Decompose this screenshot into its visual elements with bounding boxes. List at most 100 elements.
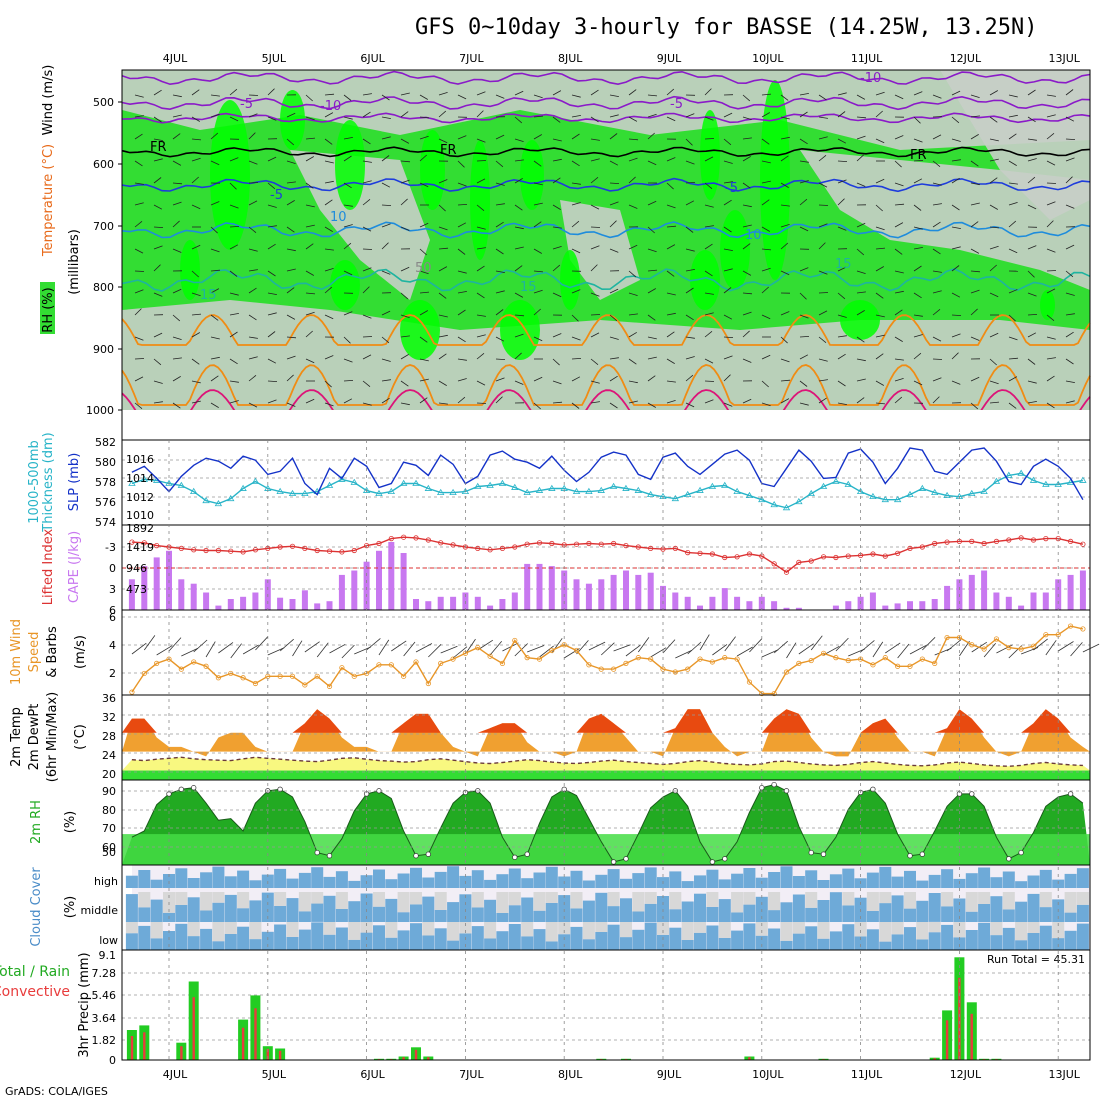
ytick-label: 3: [109, 583, 116, 596]
cloud-cell: [200, 910, 213, 922]
wind-barb: [875, 247, 886, 250]
wind-barb: [780, 116, 790, 120]
data-point: [524, 541, 530, 547]
rh2m-point: [722, 856, 728, 862]
data-point: [351, 547, 357, 554]
data-point: [758, 495, 766, 503]
wind-barb: [210, 94, 220, 97]
contour-label: -5: [270, 188, 283, 203]
wind-barb: [153, 89, 162, 96]
wind-barb: [723, 248, 733, 251]
contour-label: -5: [725, 181, 738, 196]
wind-barb: [875, 334, 885, 338]
cloud-cell-gray: [249, 922, 262, 940]
precip-conv-bar: [933, 1058, 936, 1060]
wind-barb-10m: [403, 641, 416, 657]
wind-barb-10m: [440, 645, 458, 654]
contour-minus5-a: [121, 95, 1091, 111]
wind-barb: [1046, 402, 1055, 409]
wind-barb: [894, 290, 904, 294]
cape-bar: [944, 585, 951, 610]
precip-conv-bar: [192, 997, 195, 1060]
wind10-panel: 642: [109, 609, 1100, 697]
axis-label: 1000-500mb: [27, 440, 42, 524]
precip-conv-bar: [427, 1057, 430, 1060]
cloud-cell: [1039, 869, 1052, 888]
cloud-cell: [1039, 925, 1052, 950]
wind-barb: [761, 93, 772, 96]
data-point: [820, 650, 827, 656]
data-point: [993, 538, 1000, 545]
wind-barb: [837, 179, 847, 184]
wind-barb: [723, 374, 731, 382]
wind-barb-10m: [168, 637, 182, 652]
cape-bar: [524, 563, 531, 610]
top-day-label: 13JUL: [1048, 52, 1080, 65]
cloud-cell: [434, 909, 447, 922]
profile-ytick-label: 1000: [86, 404, 114, 417]
cloud-cell: [533, 910, 546, 922]
cloud-cell: [1076, 868, 1089, 888]
wind-barb: [552, 138, 562, 142]
cloud-cell-gray: [212, 892, 225, 903]
wind-barb: [457, 248, 466, 255]
wind-barb: [723, 226, 732, 233]
cloud-cell: [187, 936, 200, 950]
cloud-cell: [669, 871, 682, 888]
wind-barb: [913, 160, 924, 162]
profile-wind-barbs: [134, 88, 1076, 410]
wind-barb: [780, 242, 789, 250]
cloud-level-label: high: [94, 875, 118, 888]
wind-barb: [742, 311, 752, 316]
cloud-cell: [385, 937, 398, 950]
wind-barb: [875, 226, 885, 231]
cloud-cell: [805, 907, 818, 923]
wind-barb: [818, 182, 828, 188]
wind-barb: [856, 94, 866, 100]
precip-conv-bar: [414, 1049, 418, 1060]
wind-barb: [837, 198, 845, 206]
data-point: [214, 499, 223, 507]
wind-barb: [818, 292, 829, 294]
wind-barb: [970, 289, 980, 294]
cloud-cell: [904, 908, 916, 922]
contour-minus5-b: [121, 112, 1091, 124]
cloud-cell: [125, 875, 138, 888]
cloud-cell-gray: [298, 892, 311, 912]
wind-barb-10m: [1057, 641, 1074, 652]
wind-barb: [1008, 94, 1018, 98]
data-point: [573, 647, 580, 654]
wind-barb: [438, 226, 448, 231]
wind-barb: [476, 334, 486, 338]
wind-barb: [989, 204, 998, 210]
data-point: [709, 551, 716, 557]
cloud-cell: [397, 912, 410, 922]
cloud-cell: [410, 923, 422, 950]
wind-barb: [229, 358, 238, 365]
wind-barb: [799, 138, 808, 145]
wind-barb: [191, 332, 200, 338]
wind-barb: [913, 380, 923, 386]
data-point: [523, 488, 531, 495]
data-point: [833, 554, 839, 561]
wind-barb: [685, 314, 694, 321]
wind-barb: [571, 133, 580, 140]
cloud-cell-gray: [731, 892, 744, 913]
cloud-cell: [508, 905, 521, 922]
data-point: [376, 540, 382, 547]
data-point: [733, 487, 741, 494]
data-point: [240, 549, 246, 555]
cloud-cell: [385, 898, 398, 922]
profile-ytick-label: 700: [93, 220, 114, 233]
cloud-cell: [434, 871, 447, 888]
cloud-cell: [558, 934, 571, 950]
cape-bar: [351, 570, 358, 610]
data-point: [487, 653, 493, 659]
wind-barb: [552, 292, 562, 298]
cloud-cell: [731, 930, 744, 950]
wind-barb: [628, 400, 638, 404]
wind-barb: [590, 332, 600, 338]
axis-label: & Barbs: [45, 626, 60, 678]
wind-barb: [495, 309, 504, 316]
cloud-cell: [138, 870, 151, 888]
